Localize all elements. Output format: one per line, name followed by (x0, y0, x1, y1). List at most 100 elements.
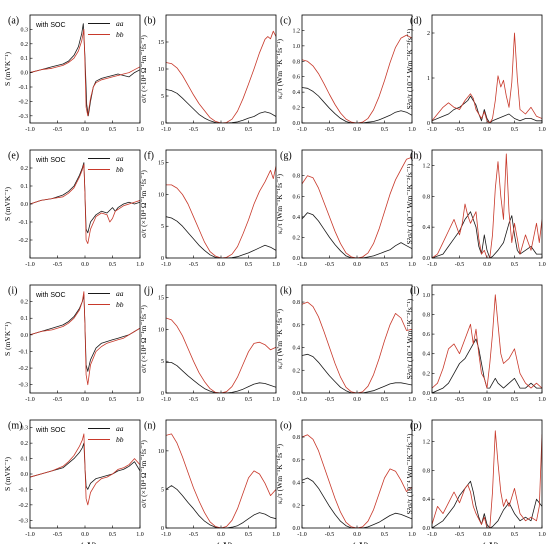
x-tick-label: 0.5 (511, 397, 519, 403)
series-line-bb (302, 34, 412, 123)
panel-label: (j) (144, 285, 153, 296)
x-tick-label: 1.0 (136, 532, 144, 538)
series-line-aa (302, 477, 412, 528)
panel-label: (m) (8, 420, 22, 431)
x-tick-label: -1.0 (25, 127, 35, 133)
series-line-bb (166, 30, 276, 123)
y-tick-label: -0.1 (19, 349, 29, 355)
soc-label: with SOC (35, 427, 66, 434)
y-tick-label: 0 (161, 391, 164, 397)
legend-label-aa: aa (116, 154, 124, 163)
series-line-aa (302, 212, 412, 258)
x-tick-label: -1.0 (161, 397, 171, 403)
x-tick-label: 0.5 (245, 397, 253, 403)
series-line-bb (432, 430, 542, 528)
legend-label-bb: bb (116, 300, 124, 309)
x-tick-label: 1.0 (272, 262, 280, 268)
x-tick-label: -1.0 (161, 532, 171, 538)
panel-label: (k) (280, 285, 292, 296)
panel-label: (c) (280, 15, 291, 26)
y-tick-label: 0.2 (21, 42, 29, 48)
x-tick-label: -0.5 (53, 397, 63, 403)
x-tick-label: -1.0 (161, 262, 171, 268)
x-tick-label: -0.5 (189, 262, 199, 268)
y-tick-label: 0.8 (293, 59, 301, 65)
y-axis-label: σ/τ (×10⁴ Ω⁻¹m⁻¹fs⁻¹) (139, 305, 148, 373)
y-tick-label: 10 (158, 449, 164, 455)
y-axis-label: S²σ/τ (10⁻⁴ Wm⁻¹K⁻²fs⁻¹) (405, 433, 414, 514)
x-tick-label: 0.5 (109, 397, 117, 403)
x-tick-label: -0.5 (189, 532, 199, 538)
y-tick-label: 0.4 (423, 497, 431, 503)
y-tick-label: 0.6 (293, 323, 301, 329)
y-tick-label: 0.0 (293, 526, 301, 532)
series-line-aa (30, 294, 140, 372)
panel-label: (a) (8, 15, 19, 26)
y-tick-label: 0.2 (21, 441, 29, 447)
y-tick-label: 0.8 (423, 312, 431, 318)
x-tick-label: -1.0 (427, 397, 437, 403)
legend-label-aa: aa (116, 19, 124, 28)
x-tick-label: 0.0 (353, 397, 361, 403)
y-axis-label: κₑ/τ (Wm⁻¹K⁻¹fs⁻¹) (275, 308, 284, 369)
legend-label-aa: aa (116, 289, 124, 298)
y-tick-label: 0.4 (293, 481, 301, 487)
plot-frame (165, 149, 277, 259)
y-tick-label: -0.3 (19, 383, 29, 389)
panel-label: (b) (144, 15, 156, 26)
x-tick-label: -1.0 (161, 127, 171, 133)
x-tick-label: 0.5 (511, 532, 519, 538)
x-tick-label: -0.5 (455, 127, 465, 133)
panel-h: -1.0 -0.5 0.0 0.5 1.0 0.0 0.4 0.8 1.2(h) S²σ/τ (1… (405, 149, 546, 268)
y-axis-label: σ/τ (×10⁴ Ω⁻¹m⁻¹fs⁻¹) (139, 170, 148, 238)
soc-label: with SOC (35, 157, 66, 164)
panel-label: (h) (410, 150, 422, 161)
y-tick-label: 2 (427, 31, 430, 37)
y-tick-label: 10 (158, 327, 164, 333)
x-tick-label: 0.0 (217, 262, 225, 268)
y-tick-label: 0.2 (293, 235, 301, 241)
y-tick-label: 0.0 (293, 391, 301, 397)
y-axis-label: S²σ/τ (10⁻⁴ Wm⁻¹K⁻²fs⁻¹) (405, 28, 414, 109)
y-tick-label: 15 (158, 296, 164, 302)
series-line-aa (166, 485, 276, 528)
panel-c: -1.0 -0.5 0.0 0.5 1.0 0.0 0.2 0.4 0.6 0.8 1.0 1.2(c… (275, 14, 416, 133)
x-tick-label: 1.0 (408, 127, 416, 133)
y-axis-label: S²σ/τ (10⁻⁴ Wm⁻¹K⁻²fs⁻¹) (405, 163, 414, 244)
y-tick-label: -0.2 (19, 366, 29, 372)
y-tick-label: 0.8 (293, 435, 301, 441)
panel-label: (f) (144, 150, 154, 161)
panel-p: -1.0 -0.5 0.0 0.5 1.0 0.0 0.4 0.8 1.2 (p) S²σ/τ (1… (405, 419, 546, 544)
series-line-aa (166, 216, 276, 258)
panel-label: (p) (410, 420, 422, 431)
y-tick-label: 10 (158, 192, 164, 198)
series-line-bb (30, 28, 140, 117)
series-line-aa (302, 87, 412, 123)
x-tick-label: 1.0 (538, 262, 546, 268)
y-tick-label: 1.0 (293, 44, 301, 50)
x-tick-label: -0.5 (53, 262, 63, 268)
series-line-bb (432, 32, 542, 123)
x-tick-label: 1.0 (408, 262, 416, 268)
series-line-aa (30, 442, 140, 490)
y-tick-label: 0.2 (293, 503, 301, 509)
panel-label: (n) (144, 420, 156, 431)
panel-o: -1.0 -0.5 0.0 0.5 1.0 0.0 0.2 0.4 0.6 0.8(o) κₑ/τ … (275, 419, 416, 544)
y-tick-label: 0.2 (21, 166, 29, 172)
plot-frame (431, 14, 543, 124)
panel-b: -1.0 -0.5 0.0 0.5 1.0 0 5 10 15 (b) σ/τ (×10⁴ Ω⁻¹m… (139, 14, 280, 133)
panel-label: (l) (410, 285, 419, 296)
series-line-bb (432, 294, 542, 389)
x-tick-label: 0.5 (109, 262, 117, 268)
panel-label: (o) (280, 420, 292, 431)
x-tick-label: 0.0 (353, 262, 361, 268)
x-tick-label: -0.5 (53, 127, 63, 133)
series-line-aa (30, 162, 140, 234)
x-tick-label: 1.0 (408, 397, 416, 403)
y-tick-label: 1.2 (293, 28, 301, 34)
y-tick-label: 0.0 (423, 526, 431, 532)
y-tick-label: 0 (161, 121, 164, 127)
legend-label-bb: bb (116, 435, 124, 444)
x-tick-label: 0.5 (109, 127, 117, 133)
